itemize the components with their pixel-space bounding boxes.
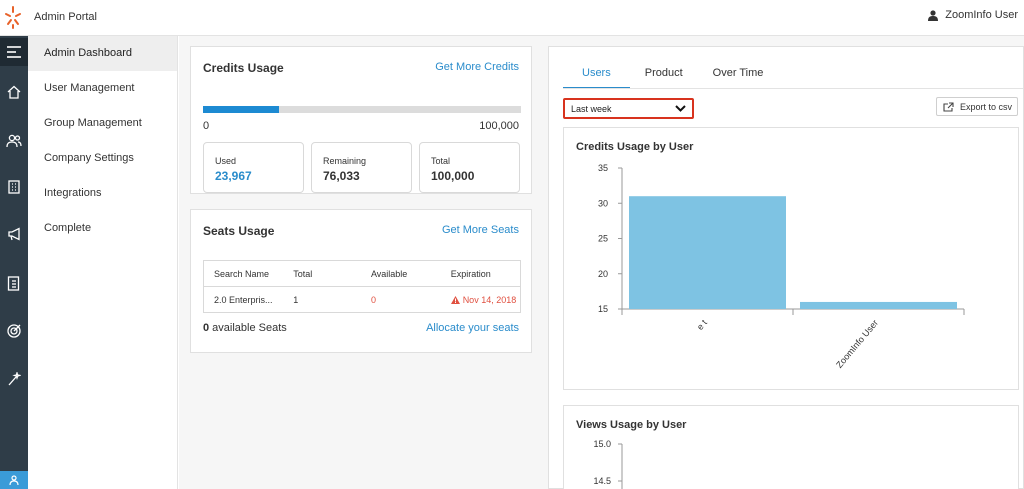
y-tick-label: 15	[598, 304, 608, 314]
user-icon	[928, 9, 939, 21]
y-tick-label: 25	[598, 234, 608, 244]
app-title: Admin Portal	[34, 11, 97, 23]
table-row[interactable]: 2.0 Enterpris... 1 0 Nov 14, 2018	[204, 287, 521, 313]
seats-table: Search Name Total Available Expiration 2…	[203, 260, 521, 313]
x-tick-label: ZoomInfo User	[834, 318, 880, 370]
nav-item-admin-dashboard[interactable]: Admin Dashboard	[28, 36, 177, 71]
date-range-value: Last week	[571, 104, 612, 114]
remaining-stat: Remaining 76,033	[311, 142, 412, 193]
views-by-user-plot: 14.5 15.0	[593, 439, 623, 489]
nav-item-group-management[interactable]: Group Management	[44, 117, 142, 129]
user-menu[interactable]: ZoomInfo User	[928, 9, 1018, 21]
usage-panel: Users Product Over Time Last week Export…	[548, 46, 1024, 489]
y-tick-label: 35	[598, 163, 608, 173]
cell-total: 1	[293, 294, 299, 305]
tab-users[interactable]: Users	[563, 67, 630, 89]
seats-usage-card: Seats Usage Get More Seats Search Name T…	[190, 209, 532, 353]
credits-usage-card: Credits Usage Get More Credits 0 100,000…	[190, 46, 532, 194]
credits-by-user-plot: 15 20 25 30 35 e t ZoomInfo User	[598, 163, 965, 370]
user-name: ZoomInfo User	[945, 9, 1018, 21]
views-by-user-chart: Views Usage by User 14.5 15.0	[563, 405, 1019, 489]
progress-min-label: 0	[203, 120, 210, 132]
bar	[800, 301, 957, 309]
remaining-value: 76,033	[323, 169, 360, 183]
menu-icon[interactable]	[0, 38, 28, 66]
y-tick-label: 20	[598, 269, 608, 279]
cell-available: 0	[370, 294, 376, 305]
warning-icon	[450, 295, 460, 304]
date-range-select[interactable]: Last week	[563, 98, 694, 119]
used-stat: Used 23,967	[203, 142, 304, 193]
sidebar-nav: Admin Dashboard User Management Group Ma…	[28, 36, 178, 489]
tab-product[interactable]: Product	[644, 67, 683, 79]
tab-over-time[interactable]: Over Time	[712, 67, 764, 79]
main-content: Credits Usage Get More Credits 0 100,000…	[179, 36, 1024, 489]
user-badge-icon[interactable]	[0, 471, 28, 489]
building-icon[interactable]	[0, 173, 28, 201]
cell-search-name: 2.0 Enterpris...	[214, 294, 273, 305]
chart-title: Views Usage by User	[576, 419, 687, 431]
available-seats-summary: 0 available Seats	[203, 322, 287, 334]
chart-title: Credits Usage by User	[576, 141, 694, 153]
credits-progress-bar	[203, 106, 521, 113]
export-csv-label: Export to csv	[960, 101, 1013, 112]
cell-expiration: Nov 14, 2018	[441, 287, 521, 313]
zoominfo-logo[interactable]	[2, 3, 24, 31]
nav-item-complete[interactable]: Complete	[44, 222, 92, 234]
total-label: Total	[431, 156, 451, 166]
chevron-down-icon	[675, 105, 686, 112]
nav-item-company-settings[interactable]: Company Settings	[44, 152, 134, 164]
magic-wand-icon[interactable]	[0, 365, 28, 393]
top-bar: Admin Portal ZoomInfo User	[0, 0, 1024, 36]
available-seats-text: available Seats	[209, 322, 287, 334]
col-total: Total	[283, 260, 361, 287]
y-tick-label: 30	[598, 198, 608, 208]
col-search-name: Search Name	[203, 260, 284, 287]
icon-rail	[0, 36, 28, 489]
available-seats-count: 0	[203, 322, 210, 334]
target-icon[interactable]	[0, 316, 28, 344]
nav-item-integrations[interactable]: Integrations	[44, 187, 102, 199]
table-header-row: Search Name Total Available Expiration	[203, 260, 521, 287]
expiration-date: Nov 14, 2018	[462, 294, 517, 305]
progress-max-label: 100,000	[479, 120, 519, 132]
credits-progress-fill	[203, 106, 280, 113]
credits-usage-title: Credits Usage	[203, 61, 284, 75]
x-tick-label: e t	[695, 317, 709, 331]
home-icon[interactable]	[0, 78, 28, 106]
y-tick-label: 15.0	[593, 439, 611, 449]
used-value: 23,967	[215, 169, 252, 183]
total-stat: Total 100,000	[419, 142, 520, 193]
users-icon[interactable]	[0, 127, 28, 155]
col-expiration: Expiration	[440, 260, 521, 287]
tabs-divider	[563, 88, 1023, 89]
remaining-label: Remaining	[323, 156, 367, 166]
seats-usage-title: Seats Usage	[203, 224, 275, 238]
document-list-icon[interactable]	[0, 269, 28, 297]
megaphone-icon[interactable]	[0, 220, 28, 248]
allocate-seats-link[interactable]: Allocate your seats	[426, 322, 519, 334]
get-more-credits-link[interactable]: Get More Credits	[435, 61, 519, 73]
bar	[629, 196, 786, 309]
export-icon	[943, 101, 954, 112]
total-value: 100,000	[431, 169, 475, 183]
get-more-seats-link[interactable]: Get More Seats	[441, 224, 519, 236]
used-label: Used	[215, 156, 237, 166]
credits-by-user-chart: Credits Usage by User 15 20 25 30 35 e t ZoomI…	[563, 127, 1019, 390]
y-tick-label: 14.5	[593, 476, 611, 486]
usage-tabs: Users Product Over Time	[563, 67, 778, 89]
export-csv-button[interactable]: Export to csv	[936, 97, 1018, 116]
nav-item-user-management[interactable]: User Management	[44, 82, 135, 94]
col-available: Available	[360, 260, 441, 287]
